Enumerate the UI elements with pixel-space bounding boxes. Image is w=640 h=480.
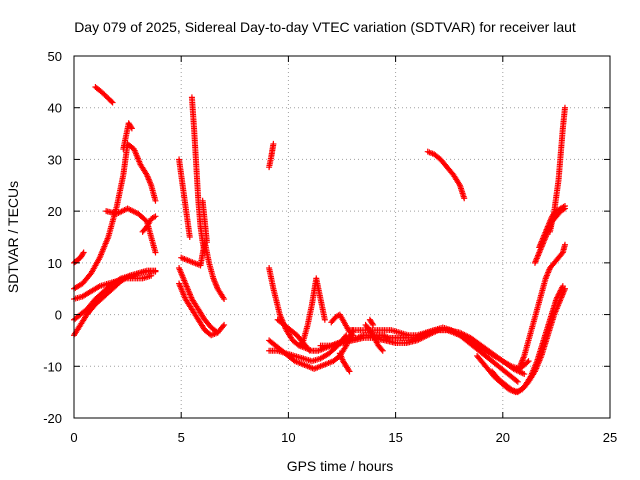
y-tick-label: 50 [48, 49, 62, 64]
y-tick-label: 10 [48, 256, 62, 271]
data-point [128, 124, 135, 131]
data-point [524, 359, 531, 366]
data-point [79, 250, 86, 257]
data-point [221, 296, 228, 303]
series-arc16 [266, 140, 277, 171]
x-tick-label: 10 [281, 430, 295, 445]
data-point [201, 249, 208, 256]
data-point [370, 321, 377, 328]
data-point [80, 249, 87, 256]
data-point [559, 283, 566, 290]
data-point [561, 104, 568, 111]
series-arc15 [176, 280, 228, 339]
data-point [514, 378, 521, 385]
data-point [369, 320, 376, 327]
data-point [186, 234, 193, 240]
series-arc01 [92, 84, 116, 106]
series-arc26 [362, 321, 386, 354]
series-arc12 [188, 94, 208, 256]
data-point [305, 346, 312, 353]
series-arc09 [139, 213, 159, 235]
y-tick-label: -20 [43, 411, 62, 426]
series-arc28 [424, 148, 468, 202]
data-point [152, 249, 159, 256]
data-point [152, 213, 159, 220]
data-point [378, 346, 385, 353]
data-point [148, 272, 155, 279]
data-point [342, 333, 349, 340]
series-arc22 [336, 350, 353, 375]
series-arc07 [71, 268, 159, 323]
y-tick-label: 20 [48, 204, 62, 219]
data-point [346, 368, 353, 375]
data-point [152, 268, 159, 275]
x-tick-label: 15 [388, 430, 402, 445]
data-point [349, 332, 356, 339]
series-arc08 [103, 205, 159, 256]
series-arc14 [176, 265, 221, 336]
data-point [379, 347, 386, 354]
series-arc04 [120, 120, 135, 153]
plot-frame [73, 55, 611, 419]
data-point [345, 367, 352, 374]
series-arc25 [317, 327, 528, 378]
data-point [561, 241, 568, 248]
series-arc34 [546, 104, 568, 235]
data-point [220, 323, 227, 330]
series-arc03 [71, 140, 159, 292]
series-arc23 [328, 311, 356, 339]
y-tick-label: 40 [48, 101, 62, 116]
data-point [461, 195, 468, 202]
series-arc30 [489, 283, 566, 396]
y-tick-label: 30 [48, 152, 62, 167]
x-axis-label: GPS time / hours [287, 458, 394, 474]
data-points [71, 84, 568, 396]
axis-ticks [73, 55, 611, 419]
chart-title: Day 079 of 2025, Sidereal Day-to-day VTE… [74, 19, 576, 35]
data-point [306, 347, 313, 354]
data-point [513, 377, 520, 384]
data-point [128, 125, 135, 132]
data-point [152, 197, 159, 204]
data-point [108, 98, 115, 105]
data-point [525, 358, 532, 365]
y-axis-label: SDTVAR / TECUs [5, 181, 21, 293]
series-arc13 [199, 197, 210, 246]
series-arc02 [71, 249, 87, 266]
y-tick-label: -10 [43, 359, 62, 374]
series-arc21 [274, 316, 313, 354]
data-point [203, 239, 210, 246]
series-arc10 [176, 156, 193, 240]
data-point [321, 316, 328, 323]
data-point [561, 202, 568, 209]
data-point [270, 140, 277, 147]
tick-labels: 0 5 10 15 20 25 -20 -10 0 10 20 30 40 50 [43, 49, 617, 445]
x-tick-label: 5 [178, 430, 185, 445]
data-point [221, 321, 228, 328]
series-arc31 [516, 241, 568, 370]
data-point [343, 332, 350, 339]
series-arc20 [296, 275, 328, 349]
data-point [521, 371, 528, 378]
data-point [109, 99, 116, 106]
x-tick-label: 20 [496, 430, 510, 445]
y-tick-label: 0 [55, 308, 62, 323]
x-tick-label: 0 [70, 430, 77, 445]
x-tick-label: 25 [603, 430, 617, 445]
series-arc27 [366, 316, 377, 328]
